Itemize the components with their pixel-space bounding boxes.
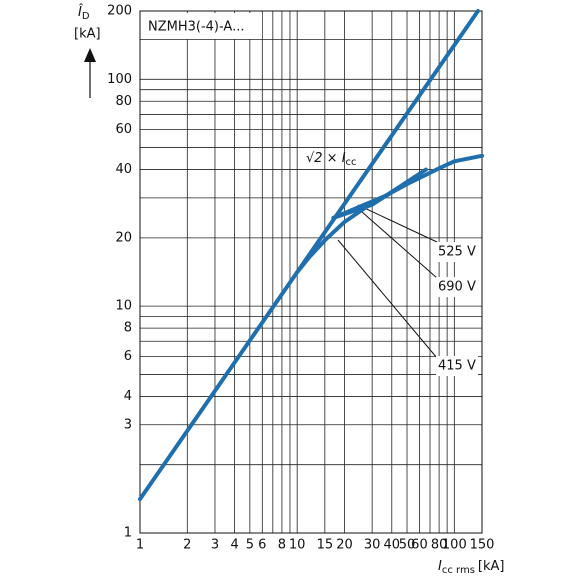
x-axis-label: Icc rms [kA]: [438, 559, 504, 577]
y-tick-label: 8: [124, 321, 132, 336]
x-tick-label: 10: [289, 538, 306, 553]
x-tick-label: 2: [183, 538, 191, 553]
y-tick-label: 60: [115, 122, 132, 137]
label-box: [436, 356, 478, 376]
y-tick-label: 80: [115, 94, 132, 109]
label-box: [436, 277, 478, 297]
y-tick-label: 40: [115, 162, 132, 177]
y-tick-label: 20: [115, 230, 132, 245]
leader-line: [361, 211, 438, 279]
curve-label: √2 × Icc: [306, 151, 357, 169]
leader-line: [357, 204, 438, 243]
x-tick-label: 3: [211, 538, 219, 553]
y-tick-label: 200: [107, 4, 132, 19]
label-box: [436, 242, 478, 262]
y-tick-label: 100: [107, 72, 132, 87]
x-tick-label: 150: [470, 538, 495, 553]
y-tick-label: 1: [124, 526, 132, 541]
x-tick-label: 80: [431, 538, 448, 553]
x-tick-label: 4: [230, 538, 238, 553]
x-tick-label: 5: [246, 538, 254, 553]
label-sub: D: [82, 11, 90, 22]
x-axis-unit: [kA]: [478, 559, 505, 574]
leader-line: [337, 239, 438, 359]
y-axis-unit: [kA]: [74, 27, 101, 42]
y-tick-label: 3: [124, 417, 132, 432]
label-symbol: Î: [78, 4, 83, 20]
plot-frame: [139, 10, 483, 534]
x-tick-label: 6: [258, 538, 266, 553]
axis-arrowhead: [84, 48, 96, 62]
x-tick-label: 100: [442, 538, 467, 553]
label-symbol: √2 × I: [306, 151, 346, 166]
y-tick-label: 6: [124, 349, 132, 364]
label-symbol: I: [438, 559, 442, 574]
x-tick-label: 60: [411, 538, 428, 553]
x-tick-label: 50: [399, 538, 416, 553]
y-axis-label: ÎD: [78, 4, 90, 23]
x-tick-label: 8: [278, 538, 286, 553]
series-label: 415 V: [438, 359, 476, 374]
x-tick-label: 20: [336, 538, 353, 553]
chart-title: NZMH3(-4)-A...: [148, 20, 244, 35]
title-box: [142, 13, 262, 39]
label-sub: cc: [346, 157, 357, 168]
x-tick-label: 1: [136, 538, 144, 553]
y-tick-label: 4: [124, 389, 132, 404]
label-sub: cc rms: [442, 565, 475, 576]
series-label: 690 V: [438, 280, 476, 295]
y-tick-label: 10: [115, 299, 132, 314]
series-line: [295, 153, 484, 275]
x-tick-label: 40: [384, 538, 401, 553]
series-label: 525 V: [438, 245, 476, 260]
x-tick-label: 30: [364, 538, 381, 553]
x-tick-label: 15: [317, 538, 334, 553]
